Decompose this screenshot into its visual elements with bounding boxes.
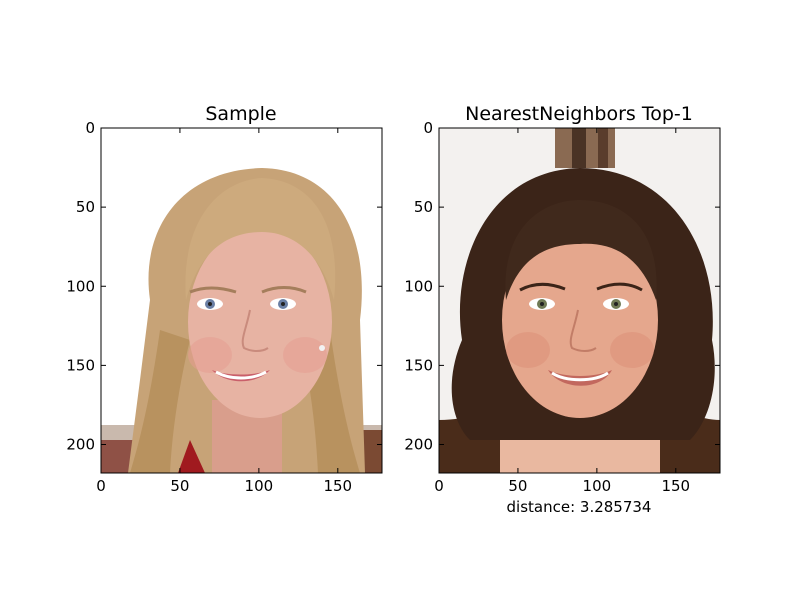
- x-tick-label: 0: [96, 477, 106, 495]
- y-tick-label: 50: [414, 198, 433, 216]
- y-tick-label: 0: [423, 119, 433, 137]
- x-tick-label: 50: [508, 477, 527, 495]
- y-tick-label: 150: [404, 356, 433, 374]
- x-tick-label: 100: [583, 477, 612, 495]
- nearest-neighbor-x-ticks: 0 50 100 150: [434, 128, 690, 495]
- y-tick-label: 200: [66, 436, 95, 454]
- x-tick-label: 100: [245, 477, 274, 495]
- sample-title: Sample: [205, 103, 276, 125]
- y-tick-label: 150: [66, 356, 95, 374]
- sample-panel: Sample: [66, 103, 383, 495]
- nearest-neighbor-panel: NearestNeighbors Top-1: [404, 103, 721, 516]
- y-tick-label: 100: [404, 277, 433, 295]
- nearest-neighbor-title: NearestNeighbors Top-1: [465, 103, 693, 125]
- y-tick-label: 0: [85, 119, 95, 137]
- sample-y-ticks: 0 50 100 150 200: [66, 119, 382, 454]
- distance-label: distance: 3.285734: [507, 498, 652, 516]
- x-tick-label: 50: [170, 477, 189, 495]
- x-tick-label: 0: [434, 477, 444, 495]
- nearest-neighbor-y-ticks: 0 50 100 150 200: [404, 119, 720, 454]
- y-tick-label: 200: [404, 436, 433, 454]
- sample-x-ticks: 0 50 100 150: [96, 128, 352, 495]
- x-tick-label: 150: [323, 477, 352, 495]
- y-tick-label: 100: [66, 277, 95, 295]
- y-tick-label: 50: [76, 198, 95, 216]
- sample-face-image: [101, 128, 382, 473]
- x-tick-label: 150: [661, 477, 690, 495]
- nearest-neighbor-face-image: [439, 128, 720, 473]
